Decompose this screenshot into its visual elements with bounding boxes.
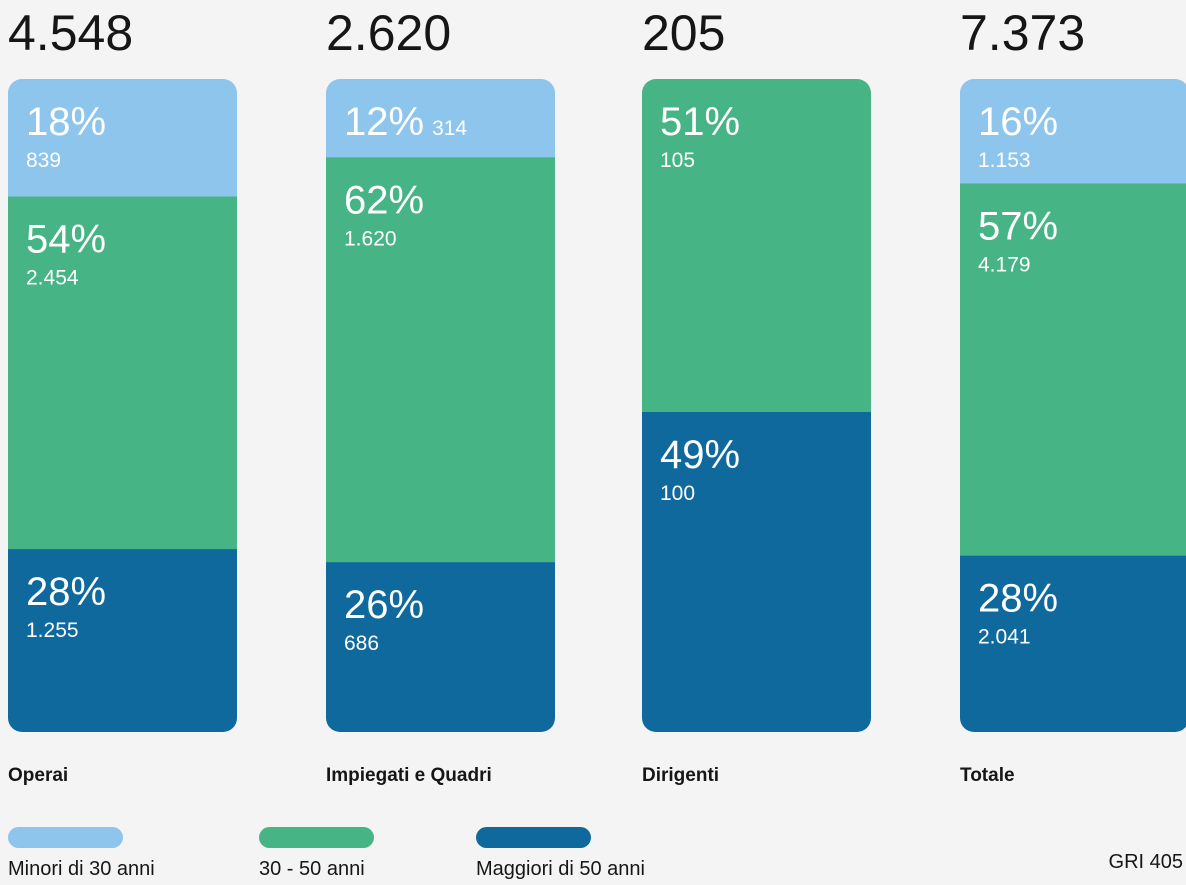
bar-segment bbox=[8, 549, 237, 732]
category-label: Operai bbox=[8, 765, 68, 786]
bar bbox=[8, 79, 237, 732]
value-label: 49% bbox=[660, 433, 740, 477]
count-label: 2.454 bbox=[26, 267, 79, 290]
category-label: Totale bbox=[960, 765, 1015, 786]
value-label: 28% bbox=[978, 577, 1058, 621]
legend-swatch bbox=[476, 827, 591, 848]
value-label: 28% bbox=[26, 570, 106, 614]
bar-segment bbox=[642, 79, 871, 414]
category-label: Impiegati e Quadri bbox=[326, 765, 492, 786]
value-label: 62% bbox=[344, 178, 424, 222]
bar-segment bbox=[960, 79, 1186, 185]
bar-segment bbox=[326, 157, 555, 564]
bar bbox=[326, 79, 555, 732]
count-label: 839 bbox=[26, 149, 61, 172]
total-label: 4.548 bbox=[8, 5, 133, 61]
source-note: GRI 405 bbox=[1109, 851, 1183, 873]
value-label: 57% bbox=[978, 204, 1058, 248]
value-label: 16% bbox=[978, 100, 1058, 144]
value-label: 26% bbox=[344, 583, 424, 627]
count-label: 1.255 bbox=[26, 619, 79, 642]
bar bbox=[642, 79, 871, 732]
bar-segment bbox=[326, 562, 555, 732]
legend-label: Maggiori di 50 anni bbox=[476, 858, 645, 880]
bar-segment bbox=[8, 196, 237, 551]
count-label: 105 bbox=[660, 149, 695, 172]
legend-label: 30 - 50 anni bbox=[259, 858, 365, 880]
count-label: 100 bbox=[660, 482, 695, 505]
bar-segment bbox=[960, 555, 1186, 732]
legend-label: Minori di 30 anni bbox=[8, 858, 155, 880]
bar-segment bbox=[960, 183, 1186, 557]
count-label: 2.041 bbox=[978, 626, 1031, 649]
value-label: 51% bbox=[660, 100, 740, 144]
count-label: 314 bbox=[432, 117, 467, 140]
legend-swatch bbox=[8, 827, 123, 848]
value-label: 54% bbox=[26, 218, 106, 262]
total-label: 7.373 bbox=[960, 5, 1085, 61]
category-label: Dirigenti bbox=[642, 765, 719, 786]
bar-segment bbox=[326, 79, 555, 159]
count-label: 4.179 bbox=[978, 253, 1031, 276]
count-label: 1.620 bbox=[344, 227, 397, 250]
legend-swatch bbox=[259, 827, 374, 848]
count-label: 686 bbox=[344, 632, 379, 655]
value-label: 18% bbox=[26, 100, 106, 144]
bar-segment bbox=[642, 412, 871, 732]
bar bbox=[960, 79, 1186, 732]
value-label: 12% bbox=[344, 100, 424, 144]
bar-segment bbox=[8, 79, 237, 198]
total-label: 2.620 bbox=[326, 5, 451, 61]
total-label: 205 bbox=[642, 5, 725, 61]
count-label: 1.153 bbox=[978, 149, 1031, 172]
